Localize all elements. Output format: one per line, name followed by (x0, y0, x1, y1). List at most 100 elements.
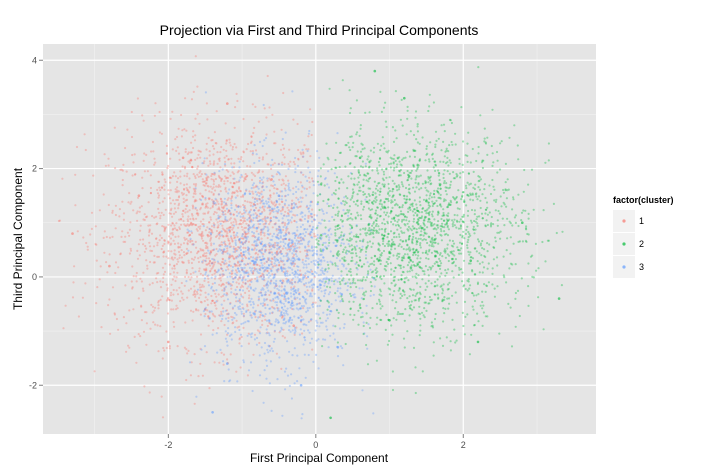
scatter-point (239, 245, 242, 248)
scatter-point (400, 212, 403, 216)
scatter-point (294, 244, 297, 247)
scatter-point (243, 192, 247, 195)
scatter-point (191, 207, 194, 210)
scatter-point (161, 295, 164, 298)
scatter-point (239, 176, 242, 179)
scatter-point (227, 158, 230, 161)
scatter-point (278, 285, 281, 288)
scatter-point (169, 232, 172, 235)
scatter-point (409, 307, 412, 310)
scatter-point (210, 139, 213, 142)
scatter-point (129, 249, 133, 252)
scatter-point (414, 299, 417, 302)
scatter-point (317, 239, 320, 243)
scatter-point (249, 141, 253, 145)
scatter-point (236, 267, 240, 270)
scatter-point (420, 211, 424, 214)
scatter-point (379, 275, 382, 278)
scatter-point (414, 253, 417, 256)
scatter-point (356, 268, 359, 271)
scatter-point (262, 276, 266, 279)
scatter-point (264, 313, 267, 316)
scatter-point (119, 168, 122, 171)
scatter-point (406, 244, 409, 247)
scatter-point (357, 236, 360, 239)
scatter-point (246, 218, 249, 221)
scatter-point (254, 252, 257, 255)
scatter-point (415, 248, 418, 251)
scatter-point (295, 233, 298, 236)
scatter-point (322, 338, 325, 341)
scatter-point (262, 258, 265, 261)
scatter-point (349, 162, 352, 165)
scatter-point (315, 272, 318, 275)
scatter-point (434, 163, 437, 166)
scatter-point (258, 198, 261, 201)
scatter-point (192, 310, 195, 313)
scatter-point (371, 276, 374, 279)
scatter-point (467, 194, 470, 197)
scatter-point (273, 307, 276, 310)
scatter-point (210, 244, 213, 247)
scatter-point (310, 228, 313, 231)
scatter-point (197, 153, 200, 156)
scatter-point (433, 201, 436, 205)
scatter-point (467, 280, 470, 283)
scatter-point (99, 265, 102, 268)
scatter-point (274, 273, 277, 276)
scatter-point (195, 395, 198, 398)
scatter-point (188, 233, 192, 236)
scatter-point (309, 234, 312, 237)
scatter-point (228, 209, 231, 213)
scatter-point (484, 315, 487, 318)
scatter-point (246, 200, 249, 203)
scatter-point (446, 206, 449, 209)
scatter-point (196, 165, 200, 168)
scatter-point (243, 230, 246, 233)
scatter-point (216, 162, 219, 165)
scatter-point (307, 214, 310, 218)
scatter-point (443, 250, 446, 253)
scatter-point (311, 215, 314, 218)
scatter-point (372, 221, 376, 224)
scatter-point (471, 193, 474, 196)
scatter-point (130, 135, 134, 139)
scatter-point (130, 110, 133, 114)
scatter-point (428, 248, 431, 251)
scatter-point (341, 220, 344, 223)
scatter-point (258, 268, 261, 271)
scatter-point (86, 248, 89, 251)
scatter-point (229, 302, 232, 305)
scatter-point (241, 228, 244, 231)
scatter-point (316, 242, 319, 245)
scatter-point (259, 242, 262, 245)
scatter-point (418, 142, 421, 145)
scatter-point (263, 298, 266, 301)
scatter-point (172, 293, 175, 296)
scatter-point (178, 256, 181, 259)
scatter-point (299, 250, 302, 253)
scatter-point (237, 187, 241, 190)
scatter-point (283, 224, 286, 227)
scatter-point (404, 202, 407, 205)
scatter-point (210, 294, 213, 298)
scatter-point (248, 266, 251, 269)
scatter-point (238, 328, 241, 332)
scatter-point (352, 191, 355, 194)
scatter-point (326, 299, 329, 303)
scatter-point (285, 233, 288, 236)
scatter-point (212, 222, 215, 225)
scatter-point (336, 355, 340, 358)
scatter-point (433, 238, 436, 241)
scatter-point (271, 311, 274, 315)
scatter-point (221, 234, 224, 237)
scatter-point (187, 151, 190, 154)
scatter-point (461, 271, 464, 274)
scatter-point (431, 200, 434, 203)
scatter-point (310, 295, 313, 298)
scatter-point (239, 333, 242, 336)
scatter-point (371, 307, 374, 310)
scatter-point (218, 157, 221, 160)
scatter-point (258, 250, 261, 253)
